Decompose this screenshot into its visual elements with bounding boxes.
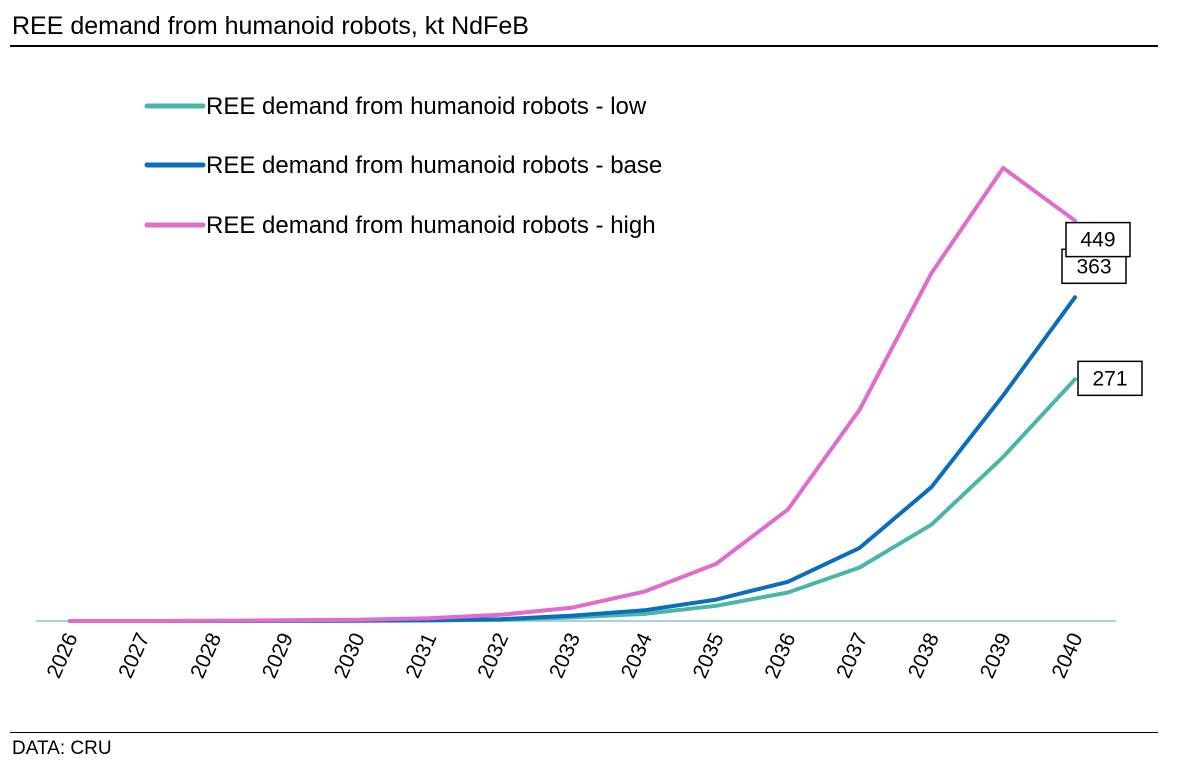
source-note: DATA: CRU bbox=[12, 738, 112, 759]
legend-label: REE demand from humanoid robots - high bbox=[206, 212, 656, 239]
x-tick-label: 2028 bbox=[186, 630, 226, 682]
data-label-box bbox=[1065, 221, 1131, 258]
x-tick-label: 2036 bbox=[760, 630, 800, 682]
data-label-text: 271 bbox=[1092, 367, 1127, 390]
data-label-text: 449 bbox=[1080, 229, 1115, 252]
title-rule bbox=[10, 45, 1158, 47]
legend-item-low: REE demand from humanoid robots - low bbox=[144, 93, 647, 120]
x-tick-label: 2035 bbox=[689, 630, 729, 682]
footer-rule bbox=[10, 732, 1158, 733]
x-tick-label: 2039 bbox=[976, 630, 1016, 682]
chart-title: REE demand from humanoid robots, kt NdFe… bbox=[12, 12, 529, 40]
x-tick-label: 2027 bbox=[114, 630, 154, 682]
data-label-high: 449 bbox=[1065, 221, 1131, 258]
series-line-high bbox=[68, 166, 1077, 623]
legend-item-base: REE demand from humanoid robots - base bbox=[144, 152, 662, 179]
x-tick-label: 2037 bbox=[832, 630, 872, 682]
x-tick-label: 2040 bbox=[1048, 630, 1088, 682]
data-label-layer: 271 363 449 bbox=[1061, 221, 1143, 397]
legend-item-high: REE demand from humanoid robots - high bbox=[144, 212, 656, 239]
x-tick-label: 2030 bbox=[330, 630, 370, 682]
data-label-text: 363 bbox=[1076, 255, 1111, 278]
x-tick-label: 2038 bbox=[904, 630, 944, 682]
x-axis-ticks: 2026 2027 2028 2029 2030 2031 2032 2033 2034 2035… bbox=[43, 629, 1088, 681]
series-line-base bbox=[68, 295, 1077, 623]
data-label-box bbox=[1077, 360, 1143, 397]
x-tick-label: 2031 bbox=[401, 630, 441, 682]
series-layer bbox=[68, 166, 1077, 623]
legend: REE demand from humanoid robots - low REE… bbox=[144, 93, 662, 239]
x-tick-label: 2029 bbox=[258, 630, 298, 682]
x-tick-label: 2034 bbox=[617, 629, 657, 681]
x-tick-label: 2033 bbox=[545, 630, 585, 682]
legend-label: REE demand from humanoid robots - base bbox=[206, 152, 662, 179]
data-label-low: 271 bbox=[1077, 360, 1143, 397]
x-tick-label: 2032 bbox=[473, 630, 513, 682]
x-tick-label: 2026 bbox=[43, 630, 83, 682]
legend-label: REE demand from humanoid robots - low bbox=[206, 93, 647, 120]
series-line-low bbox=[68, 377, 1077, 623]
